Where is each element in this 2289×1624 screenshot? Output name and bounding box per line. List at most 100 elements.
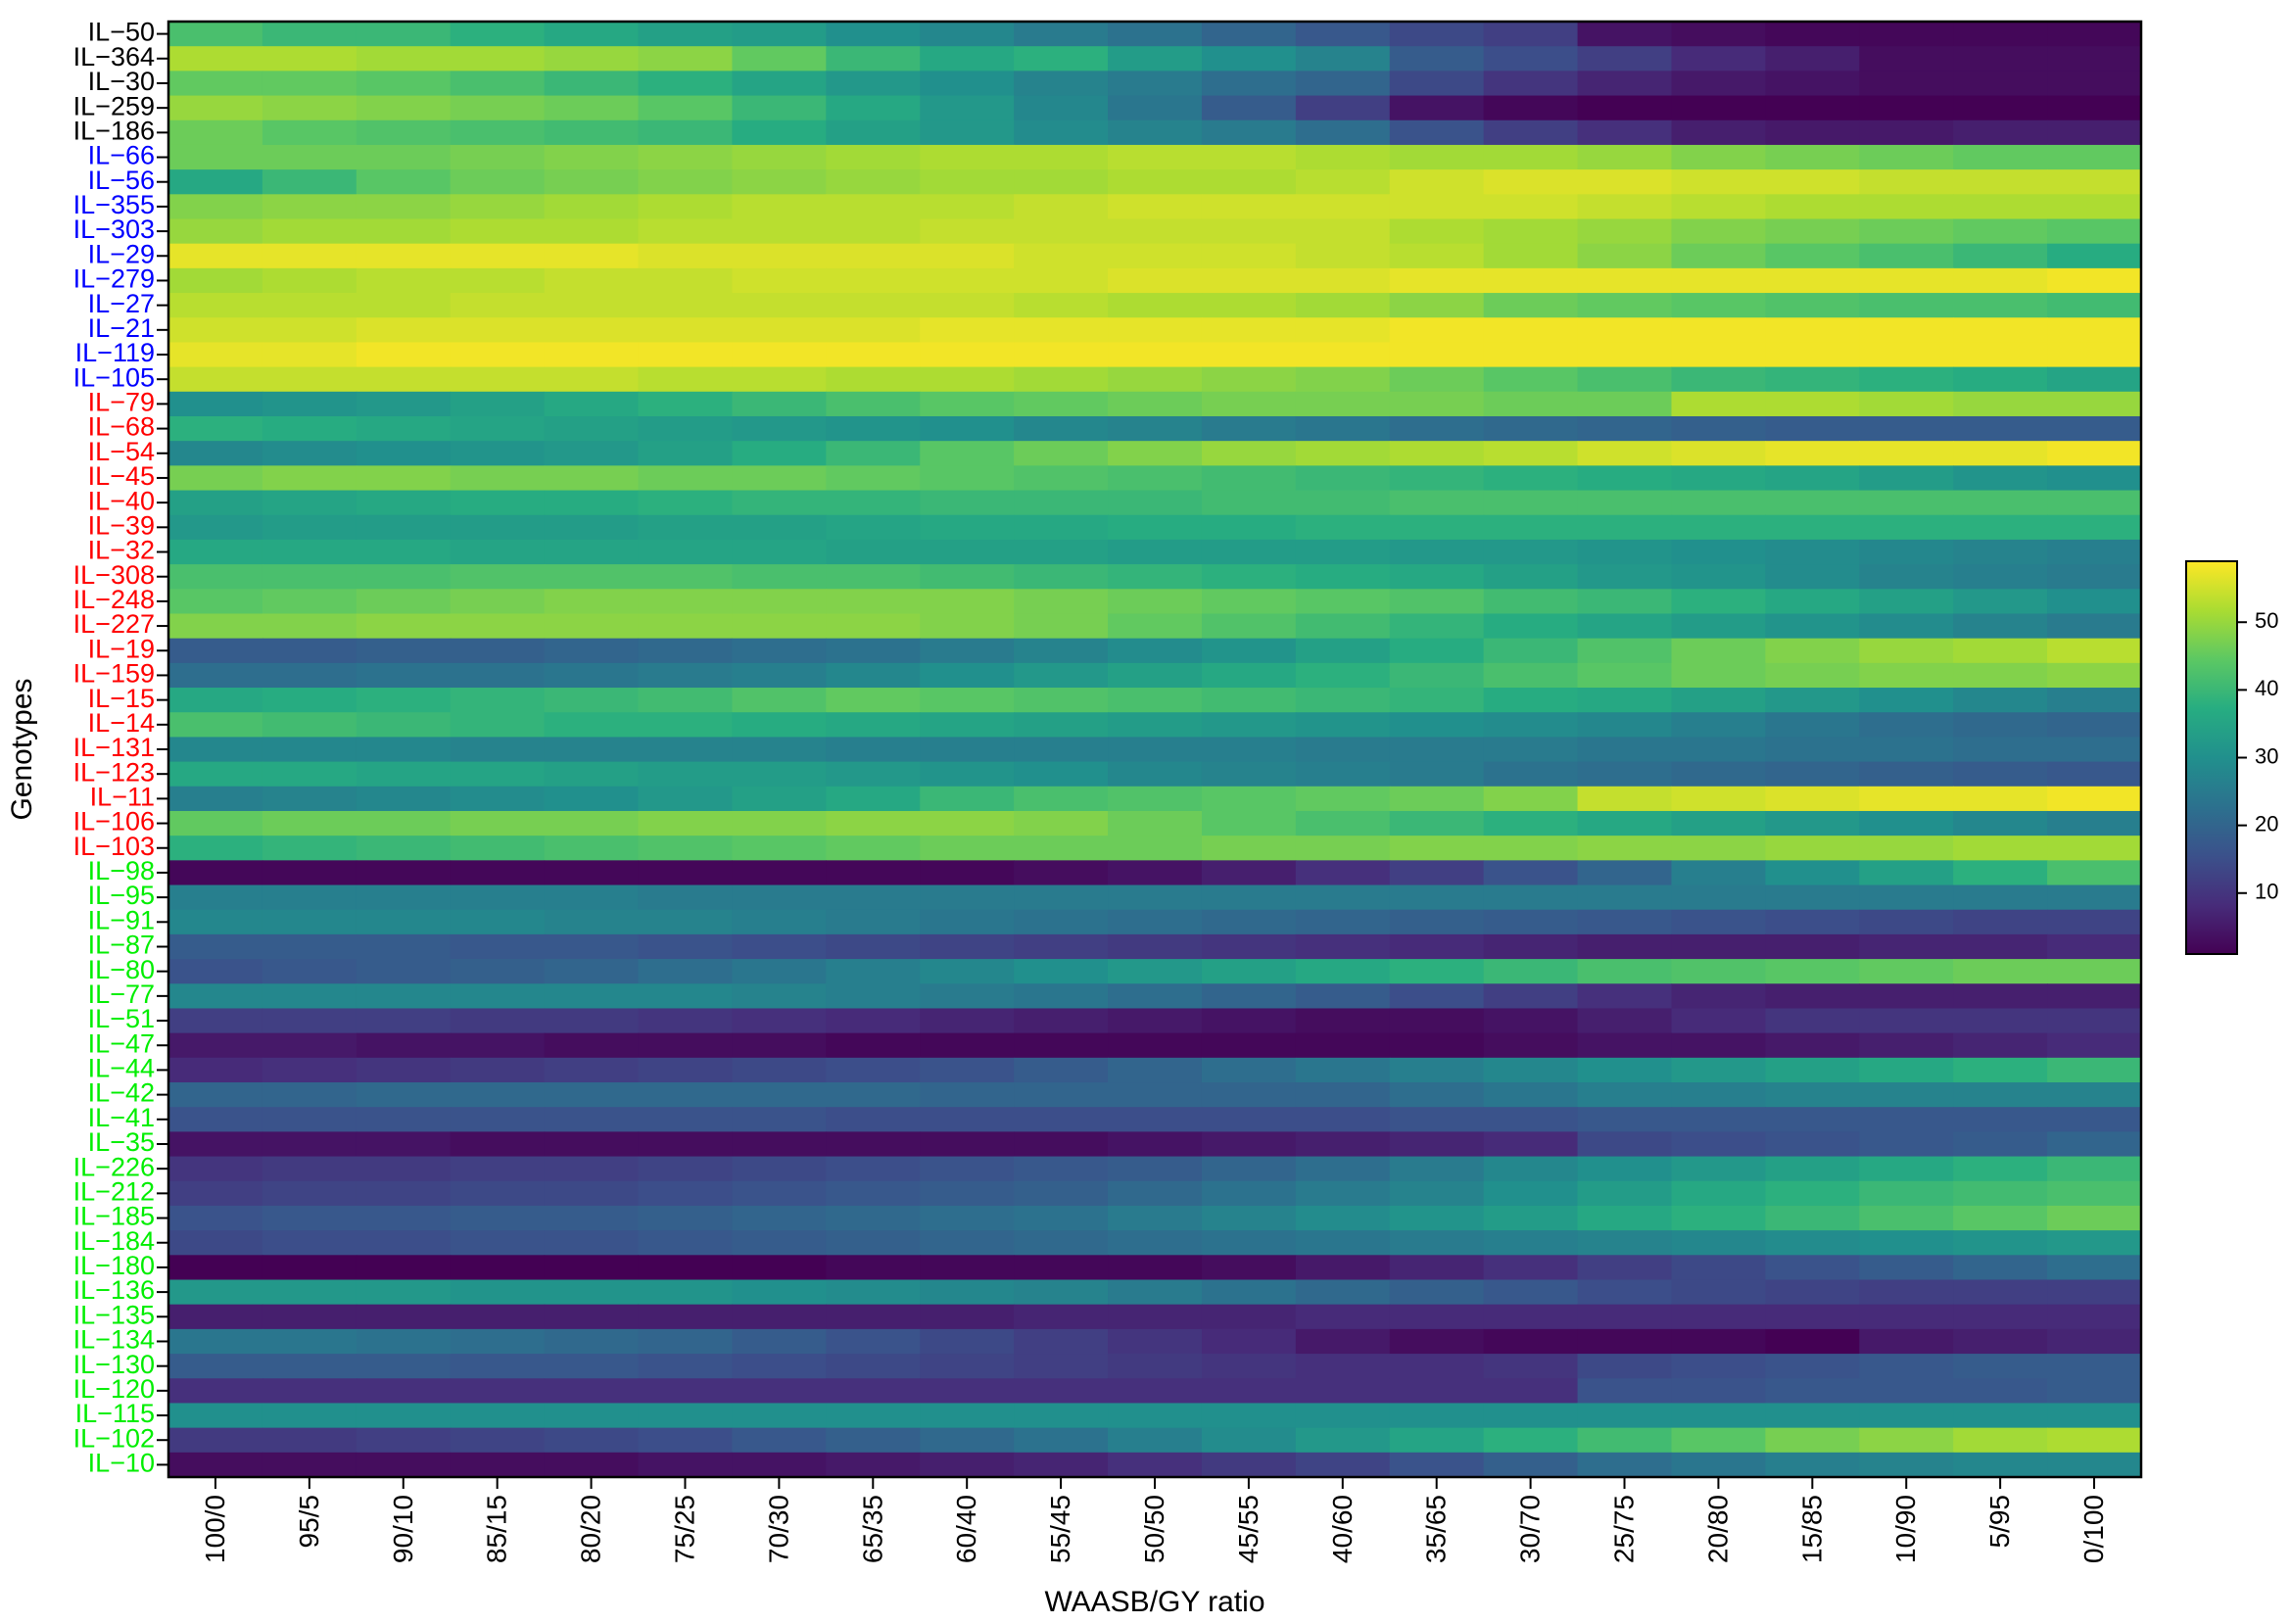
heatmap-cell <box>544 613 640 640</box>
heatmap-cell <box>1859 342 1954 368</box>
y-tick-label: IL−364 <box>73 42 155 72</box>
heatmap-cell <box>1577 366 1673 393</box>
heatmap-cell <box>1859 366 1954 393</box>
heatmap-cell <box>732 688 827 713</box>
heatmap-cell <box>544 391 640 417</box>
heatmap-cell <box>826 909 921 935</box>
heatmap-cell <box>1859 144 1954 170</box>
heatmap-cell <box>1295 662 1391 689</box>
heatmap-cell <box>1483 1156 1579 1182</box>
y-tick-label: IL−227 <box>73 609 155 639</box>
heatmap-cell <box>920 1328 1015 1355</box>
heatmap-cell <box>1295 415 1391 442</box>
y-tick-label: IL−44 <box>88 1054 155 1083</box>
heatmap-cell <box>1389 884 1485 911</box>
heatmap-cell <box>1953 391 2048 417</box>
heatmap-cell <box>1671 564 1766 590</box>
heatmap-cell <box>1295 441 1391 466</box>
heatmap-cell <box>638 95 734 121</box>
heatmap-cell <box>1483 1452 1579 1478</box>
heatmap-cell <box>1765 293 1860 318</box>
heatmap-cell <box>2047 391 2142 417</box>
heatmap-cell <box>1765 1328 1860 1355</box>
heatmap-cell <box>450 366 546 393</box>
heatmap-cell <box>1765 144 1860 170</box>
heatmap-cell <box>638 1180 734 1207</box>
heatmap-cell <box>1859 712 1954 739</box>
heatmap-cell <box>1201 786 1297 812</box>
heatmap-cell <box>826 1008 921 1034</box>
heatmap-cell <box>1671 836 1766 861</box>
heatmap-cell <box>732 1279 827 1306</box>
heatmap-cell <box>1671 144 1766 170</box>
colorbar-tick-label: 10 <box>2255 880 2278 904</box>
heatmap-cell <box>168 46 263 72</box>
heatmap-cell <box>920 539 1015 565</box>
heatmap-cell <box>732 1008 827 1034</box>
heatmap-cell <box>1014 539 1109 565</box>
heatmap-cell <box>1014 860 1109 886</box>
heatmap-cell <box>450 737 546 763</box>
heatmap-cell <box>920 1107 1015 1132</box>
heatmap-cell <box>1859 490 1954 516</box>
heatmap-cell <box>1577 293 1673 318</box>
heatmap-cell <box>1201 1057 1297 1083</box>
heatmap-cell <box>262 119 358 146</box>
heatmap-cell <box>1765 1427 1860 1454</box>
heatmap-cell <box>544 95 640 121</box>
heatmap-cell <box>262 342 358 368</box>
heatmap-cell <box>544 317 640 344</box>
heatmap-cell <box>1953 1131 2048 1158</box>
heatmap-cell <box>1389 490 1485 516</box>
heatmap-cell <box>2047 490 2142 516</box>
heatmap-cell <box>1483 909 1579 935</box>
heatmap-cell <box>168 1403 263 1429</box>
heatmap-cell <box>1201 1255 1297 1281</box>
heatmap-cell <box>1765 712 1860 739</box>
heatmap-cell <box>1953 71 2048 97</box>
heatmap-cell <box>732 539 827 565</box>
heatmap-cell <box>1671 317 1766 344</box>
heatmap-cell <box>732 564 827 590</box>
heatmap-cell <box>262 22 358 47</box>
heatmap-cell <box>1859 465 1954 492</box>
heatmap-cell <box>1014 1279 1109 1306</box>
heatmap-cell <box>262 638 358 664</box>
heatmap-cell <box>1295 959 1391 984</box>
y-tick-label: IL−135 <box>73 1300 155 1329</box>
heatmap-cell <box>826 638 921 664</box>
heatmap-cell <box>1765 589 1860 615</box>
heatmap-cell <box>262 1082 358 1108</box>
heatmap-cell <box>450 909 546 935</box>
heatmap-cell <box>920 119 1015 146</box>
heatmap-cell <box>544 1107 640 1132</box>
heatmap-cell <box>1765 1230 1860 1256</box>
heatmap-cell <box>2047 267 2142 294</box>
heatmap-cell <box>1389 1304 1485 1330</box>
heatmap-cell <box>1953 1205 2048 1231</box>
heatmap-cell <box>1577 1452 1673 1478</box>
heatmap-cell <box>450 169 546 195</box>
heatmap-cell <box>1201 1032 1297 1059</box>
heatmap-cell <box>1671 712 1766 739</box>
heatmap-cell <box>920 688 1015 713</box>
heatmap-cell <box>168 1230 263 1256</box>
heatmap-cell <box>826 959 921 984</box>
heatmap-cell <box>1014 589 1109 615</box>
heatmap-cell <box>1483 293 1579 318</box>
heatmap-cell <box>1671 1230 1766 1256</box>
heatmap-cell <box>1389 119 1485 146</box>
heatmap-cell <box>1389 688 1485 713</box>
heatmap-cell <box>826 119 921 146</box>
heatmap-cell <box>544 810 640 836</box>
heatmap-cell <box>356 860 452 886</box>
heatmap-cell <box>168 342 263 368</box>
heatmap-cell <box>1671 71 1766 97</box>
heatmap-cell <box>1483 613 1579 640</box>
heatmap-cell <box>826 613 921 640</box>
heatmap-cell <box>1671 1354 1766 1379</box>
heatmap-cell <box>1859 1304 1954 1330</box>
heatmap-cell <box>1295 1255 1391 1281</box>
heatmap-cell <box>1483 810 1579 836</box>
heatmap-cell <box>262 1328 358 1355</box>
